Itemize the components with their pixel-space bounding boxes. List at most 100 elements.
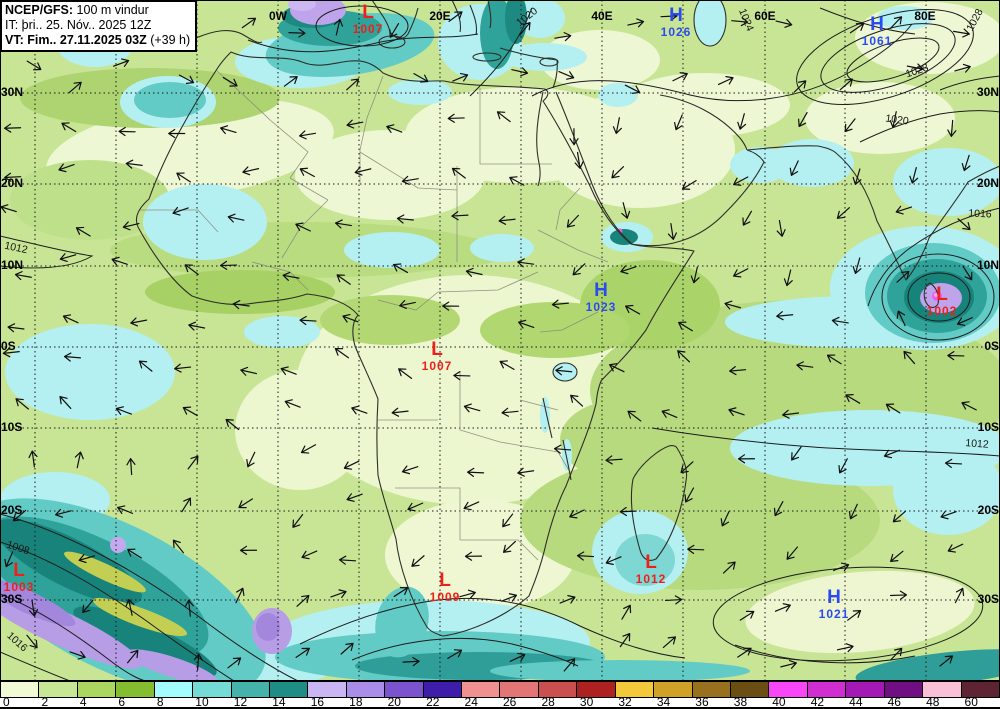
legend-cell — [807, 682, 847, 698]
pressure-letter: H — [669, 5, 683, 26]
legend-cell — [308, 682, 347, 698]
forecast-hour: (+39 h) — [146, 33, 191, 47]
lat-label-right: 10N — [976, 258, 999, 272]
pressure-value: 1026 — [660, 25, 692, 39]
legend-value: 42 — [810, 695, 825, 709]
legend-value: 46 — [887, 695, 901, 709]
pressure-letter: L — [431, 339, 443, 360]
wind-arrows — [0, 11, 977, 672]
legend-cell — [577, 682, 616, 698]
lon-label: 0W — [269, 9, 287, 23]
legend-cell — [923, 682, 962, 698]
isobar-label: 1012 — [964, 437, 990, 451]
latlon-grid — [0, 0, 1000, 681]
pressure-letter: L — [936, 284, 948, 305]
legend-value: 20 — [387, 695, 401, 709]
pressure-value: 1023 — [585, 300, 617, 314]
legend-value: 32 — [618, 695, 632, 709]
legend-cell — [423, 682, 463, 698]
low-pressure-marker: L 1002 — [927, 285, 958, 317]
pressure-letter: H — [827, 587, 841, 608]
legend-cell — [346, 682, 386, 698]
pressure-value: 1061 — [861, 34, 893, 48]
legend-value: 30 — [579, 695, 594, 709]
lat-label-right: 30S — [977, 592, 999, 606]
high-pressure-marker: H 1021 — [819, 588, 850, 620]
legend-cell — [731, 682, 770, 698]
legend-value: 22 — [426, 695, 440, 709]
lat-label-right: 10S — [977, 420, 999, 434]
pressure-value: 1021 — [818, 607, 850, 621]
legend-value: 28 — [541, 695, 555, 709]
legend-value: 34 — [656, 695, 671, 709]
legend-cell — [77, 682, 117, 698]
legend-value: 44 — [849, 695, 863, 709]
legend-value: 16 — [310, 695, 325, 709]
low-pressure-marker: L 1007 — [422, 340, 453, 372]
pressure-letter: L — [13, 560, 25, 581]
legend-cell — [500, 682, 539, 698]
parameter-name: 100 m vindur — [73, 3, 149, 17]
pressure-value: 1003 — [3, 580, 35, 594]
isobar-label: 1016 — [968, 207, 992, 221]
model-name: NCEP/GFS: — [5, 3, 74, 17]
country-borders — [140, 69, 609, 561]
lon-label: 60E — [754, 9, 776, 23]
low-pressure-marker: L 1007 — [353, 3, 384, 35]
pressure-value: 1007 — [421, 359, 453, 373]
legend-cell — [385, 682, 424, 698]
wind-speed-legend: 0 2 4 6 8 10 12 14 16 18 20 22 24 26 28 30 32 34 36 38 40 42 4… — [0, 681, 1000, 709]
pressure-letter: L — [362, 2, 374, 23]
legend-cell — [654, 682, 693, 698]
low-pressure-marker: L 1003 — [4, 561, 35, 593]
lat-label-left: 10S — [1, 420, 23, 434]
legend-cell — [692, 682, 732, 698]
legend-value: 40 — [772, 695, 786, 709]
low-pressure-marker: L 1009 — [430, 571, 461, 603]
legend-value: 10 — [195, 695, 209, 709]
legend-value: 36 — [695, 695, 709, 709]
legend-value: 48 — [926, 695, 940, 709]
pressure-value: 1009 — [429, 590, 461, 604]
pressure-value: 1012 — [635, 572, 667, 586]
lat-label-left: 0S — [1, 339, 16, 353]
legend-cell — [769, 682, 808, 698]
lon-label: 20E — [429, 9, 451, 23]
legend-value: 4 — [79, 695, 87, 709]
init-time-line: IT: þri.. 25. Nóv.. 2025 12Z — [5, 18, 152, 32]
isobar-contours — [0, 5, 1000, 681]
pressure-letter: L — [439, 570, 451, 591]
legend-cell — [846, 682, 885, 698]
high-pressure-marker: H 1026 — [661, 6, 692, 38]
lon-label: 40E — [591, 9, 613, 23]
legend-cell — [116, 682, 155, 698]
legend-value: 14 — [272, 695, 286, 709]
lat-label-right: 30N — [976, 85, 999, 99]
legend-value: 24 — [464, 695, 478, 709]
lat-label-right: 20N — [976, 176, 999, 190]
lat-label-left: 30N — [1, 85, 24, 99]
map-graphics — [0, 0, 1000, 681]
lat-label-left: 20S — [1, 503, 23, 517]
lat-label-right: 20S — [977, 503, 999, 517]
legend-cell — [615, 682, 655, 698]
lat-label-left: 20N — [1, 176, 24, 190]
valid-time: VT: Fim.. 27.11.2025 03Z — [5, 33, 147, 47]
legend-cell — [193, 682, 232, 698]
pressure-letter: L — [645, 552, 657, 573]
coastlines — [135, 0, 1000, 637]
pressure-value: 1002 — [926, 304, 958, 318]
legend-value: 8 — [156, 695, 164, 709]
legend-cell — [0, 682, 40, 698]
low-pressure-marker: L 1012 — [636, 553, 667, 585]
legend-value: 0 — [3, 695, 10, 709]
weather-map: 0W 20E 40E 60E 80E 30N 30N 20N 20N 10N 10N 0S 0S 10S… — [0, 0, 1000, 682]
legend-cell — [154, 682, 194, 698]
legend-cell — [231, 682, 270, 698]
legend-value: 26 — [503, 695, 517, 709]
legend-cell — [462, 682, 501, 698]
high-pressure-marker: H 1061 — [862, 15, 893, 47]
legend-value: 12 — [233, 695, 248, 709]
legend-value: 38 — [733, 695, 748, 709]
